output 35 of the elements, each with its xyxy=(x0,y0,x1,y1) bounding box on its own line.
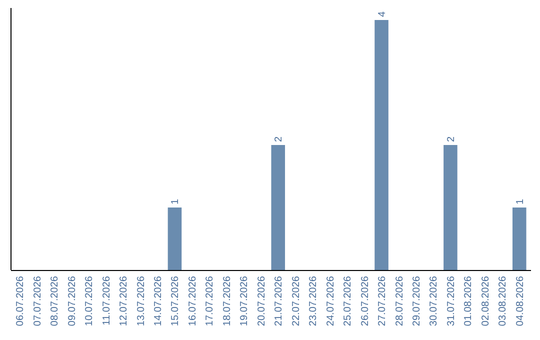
x-tick-label: 09.07.2026 xyxy=(66,276,78,326)
x-tick-label: 08.07.2026 xyxy=(50,276,61,326)
x-tick-label: 26.07.2026 xyxy=(360,276,371,326)
data-label: 2 xyxy=(274,136,285,142)
x-tick-label: 31.07.2026 xyxy=(446,276,457,326)
x-tick-label: 19.07.2026 xyxy=(239,276,250,326)
x-tick-label: 18.07.2026 xyxy=(222,276,233,326)
x-tick-label: 27.07.2026 xyxy=(377,276,388,326)
x-tick-label: 30.07.2026 xyxy=(428,276,440,326)
x-tick-label: 17.07.2026 xyxy=(204,276,216,326)
x-tick-label: 07.07.2026 xyxy=(32,276,44,326)
x-tick-label: 15.07.2026 xyxy=(170,276,182,326)
x-tick-label: 29.07.2026 xyxy=(411,276,422,326)
x-tick-label: 16.07.2026 xyxy=(187,276,198,326)
x-tick-label: 03.08.2026 xyxy=(498,276,509,326)
data-label: 1 xyxy=(514,198,526,204)
data-label: 2 xyxy=(446,136,457,142)
x-tick-label: 13.07.2026 xyxy=(136,276,147,326)
data-label: 1 xyxy=(170,198,182,204)
x-tick-label: 20.07.2026 xyxy=(256,276,268,326)
x-tick-label: 01.08.2026 xyxy=(463,276,474,326)
x-tick-label: 12.07.2026 xyxy=(118,276,130,326)
data-label: 4 xyxy=(377,11,388,17)
x-tick-label: 11.07.2026 xyxy=(101,276,112,326)
x-tick-label: 21.07.2026 xyxy=(274,276,285,326)
x-tick-label: 28.07.2026 xyxy=(394,276,406,326)
x-tick-label: 04.08.2026 xyxy=(514,276,526,326)
x-tick-label: 02.08.2026 xyxy=(480,276,492,326)
x-tick-label: 24.07.2026 xyxy=(325,276,336,326)
x-tick-label: 06.07.2026 xyxy=(15,276,26,326)
x-tick-label: 23.07.2026 xyxy=(308,276,320,326)
x-tick-label: 14.07.2026 xyxy=(152,276,164,326)
x-tick-label: 22.07.2026 xyxy=(290,276,302,326)
x-tick-label: 25.07.2026 xyxy=(342,276,354,326)
x-tick-label: 10.07.2026 xyxy=(84,276,96,326)
